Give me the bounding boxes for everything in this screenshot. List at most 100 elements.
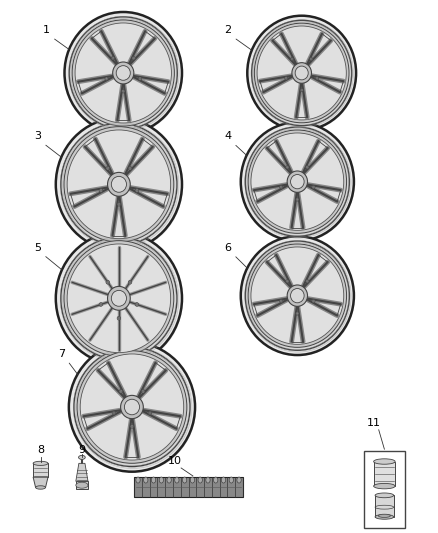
Ellipse shape (69, 17, 177, 129)
Ellipse shape (237, 477, 241, 483)
Ellipse shape (378, 514, 390, 518)
Ellipse shape (286, 77, 287, 79)
Bar (375, 495, 394, 517)
Text: 10: 10 (168, 456, 182, 466)
Ellipse shape (306, 280, 309, 283)
Ellipse shape (198, 477, 202, 483)
Ellipse shape (374, 483, 395, 489)
Ellipse shape (285, 77, 288, 80)
Ellipse shape (214, 477, 218, 483)
Ellipse shape (280, 187, 282, 188)
Ellipse shape (131, 425, 133, 427)
Text: 8: 8 (37, 445, 44, 455)
Bar (33, 463, 48, 477)
Ellipse shape (251, 133, 344, 230)
Ellipse shape (245, 126, 354, 241)
Ellipse shape (78, 455, 85, 459)
Text: 1: 1 (43, 25, 50, 35)
Ellipse shape (296, 312, 299, 315)
Ellipse shape (138, 77, 141, 80)
Text: 9: 9 (78, 445, 85, 455)
Ellipse shape (313, 187, 314, 188)
Ellipse shape (111, 176, 127, 192)
Ellipse shape (141, 390, 145, 393)
Ellipse shape (374, 459, 395, 464)
Ellipse shape (279, 300, 283, 303)
Ellipse shape (301, 90, 303, 91)
Ellipse shape (159, 477, 163, 483)
Ellipse shape (106, 78, 107, 79)
Ellipse shape (75, 23, 171, 123)
Ellipse shape (99, 303, 102, 306)
Ellipse shape (129, 167, 131, 169)
Ellipse shape (73, 347, 196, 472)
Ellipse shape (120, 390, 122, 392)
Ellipse shape (33, 461, 48, 465)
Ellipse shape (128, 166, 132, 170)
Ellipse shape (251, 247, 344, 344)
Ellipse shape (310, 58, 313, 61)
Ellipse shape (111, 290, 127, 306)
Ellipse shape (183, 477, 187, 483)
Ellipse shape (118, 203, 120, 205)
Ellipse shape (132, 56, 135, 60)
Ellipse shape (56, 118, 182, 251)
Ellipse shape (100, 303, 102, 305)
Ellipse shape (69, 342, 195, 472)
Ellipse shape (112, 411, 116, 415)
Ellipse shape (129, 281, 131, 283)
Ellipse shape (100, 190, 102, 191)
Ellipse shape (64, 127, 174, 242)
Ellipse shape (286, 280, 288, 282)
Ellipse shape (130, 425, 134, 428)
Ellipse shape (60, 123, 183, 251)
Ellipse shape (136, 303, 138, 305)
Ellipse shape (316, 77, 318, 79)
Ellipse shape (313, 300, 314, 302)
Ellipse shape (139, 78, 141, 79)
Text: 3: 3 (34, 131, 41, 141)
Ellipse shape (149, 412, 151, 414)
Ellipse shape (300, 88, 303, 92)
Ellipse shape (113, 62, 134, 84)
Ellipse shape (80, 354, 184, 460)
Ellipse shape (128, 280, 132, 284)
Ellipse shape (295, 66, 308, 80)
Ellipse shape (286, 166, 289, 169)
Text: 6: 6 (224, 243, 231, 253)
Ellipse shape (113, 412, 115, 414)
Ellipse shape (287, 285, 307, 306)
Ellipse shape (99, 189, 102, 192)
Ellipse shape (152, 477, 155, 483)
Ellipse shape (118, 317, 120, 319)
Ellipse shape (297, 313, 298, 314)
Ellipse shape (248, 244, 346, 348)
Ellipse shape (286, 280, 289, 283)
Ellipse shape (221, 477, 226, 483)
Ellipse shape (247, 15, 356, 130)
Ellipse shape (119, 390, 123, 393)
Ellipse shape (307, 280, 308, 282)
Ellipse shape (124, 399, 140, 415)
Bar (76, 481, 88, 489)
Polygon shape (33, 477, 48, 488)
Ellipse shape (67, 244, 171, 353)
Ellipse shape (112, 58, 114, 59)
Ellipse shape (290, 174, 304, 189)
Ellipse shape (61, 237, 177, 359)
Ellipse shape (245, 241, 350, 350)
Ellipse shape (108, 172, 130, 196)
Ellipse shape (290, 288, 304, 303)
Ellipse shape (64, 12, 182, 134)
Ellipse shape (108, 286, 130, 310)
Text: 4: 4 (224, 131, 231, 141)
Ellipse shape (245, 127, 350, 236)
Ellipse shape (297, 199, 298, 200)
Ellipse shape (56, 232, 182, 365)
Ellipse shape (122, 90, 125, 93)
Ellipse shape (117, 317, 120, 320)
Bar (134, 477, 243, 497)
Ellipse shape (60, 237, 183, 365)
Ellipse shape (290, 58, 293, 61)
Bar (364, 451, 405, 528)
